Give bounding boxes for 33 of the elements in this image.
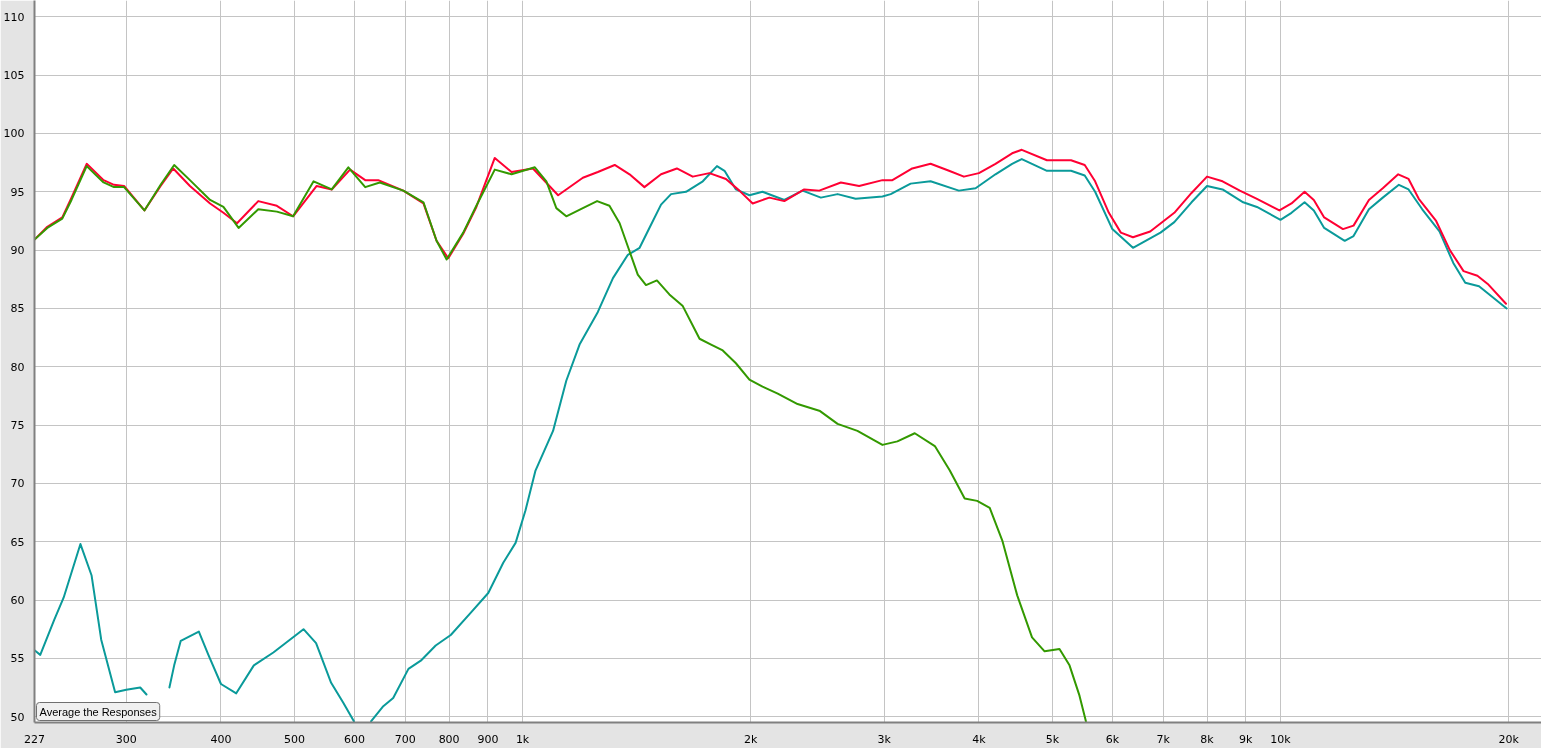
y-tick-label: 95 [10,185,25,199]
x-tick-label: 7k [1156,732,1171,746]
y-tick-label: 50 [10,710,25,724]
y-tick-label: 105 [3,69,25,83]
x-tick-label: 227 [24,732,45,746]
x-tick-label: 600 [343,732,365,746]
y-tick-label: 65 [10,535,25,549]
x-tick-label: 700 [394,732,416,746]
x-tick-label: 20k [1498,732,1520,746]
y-tick-label: 85 [10,302,25,316]
x-tick-label: 900 [477,732,499,746]
y-tick-label: 60 [10,594,25,608]
x-tick-label: 10k [1270,732,1292,746]
x-tick-label: 5k [1045,732,1060,746]
x-tick-label: 1k [515,732,530,746]
y-tick-label: 90 [10,244,25,258]
x-tick-label: 8k [1200,732,1215,746]
x-tick-label: 300 [115,732,137,746]
annotation: Average the Responses [39,705,158,718]
x-tick-label: 4k [972,732,987,746]
x-tick-label: 800 [438,732,460,746]
y-tick-label: 75 [10,419,25,433]
y-tick-label: 110 [3,10,25,24]
x-tick-label: 3k [877,732,892,746]
x-tick-label: 2k [744,732,759,746]
x-tick-label: 6k [1105,732,1120,746]
x-tick-label: 9k [1239,732,1254,746]
y-tick-label: 100 [3,127,25,141]
x-tick-label: 400 [210,732,232,746]
x-tick-label: 500 [283,732,305,746]
y-tick-label: 55 [10,652,25,666]
y-tick-label: 80 [10,360,25,374]
y-tick-label: 70 [10,477,25,491]
